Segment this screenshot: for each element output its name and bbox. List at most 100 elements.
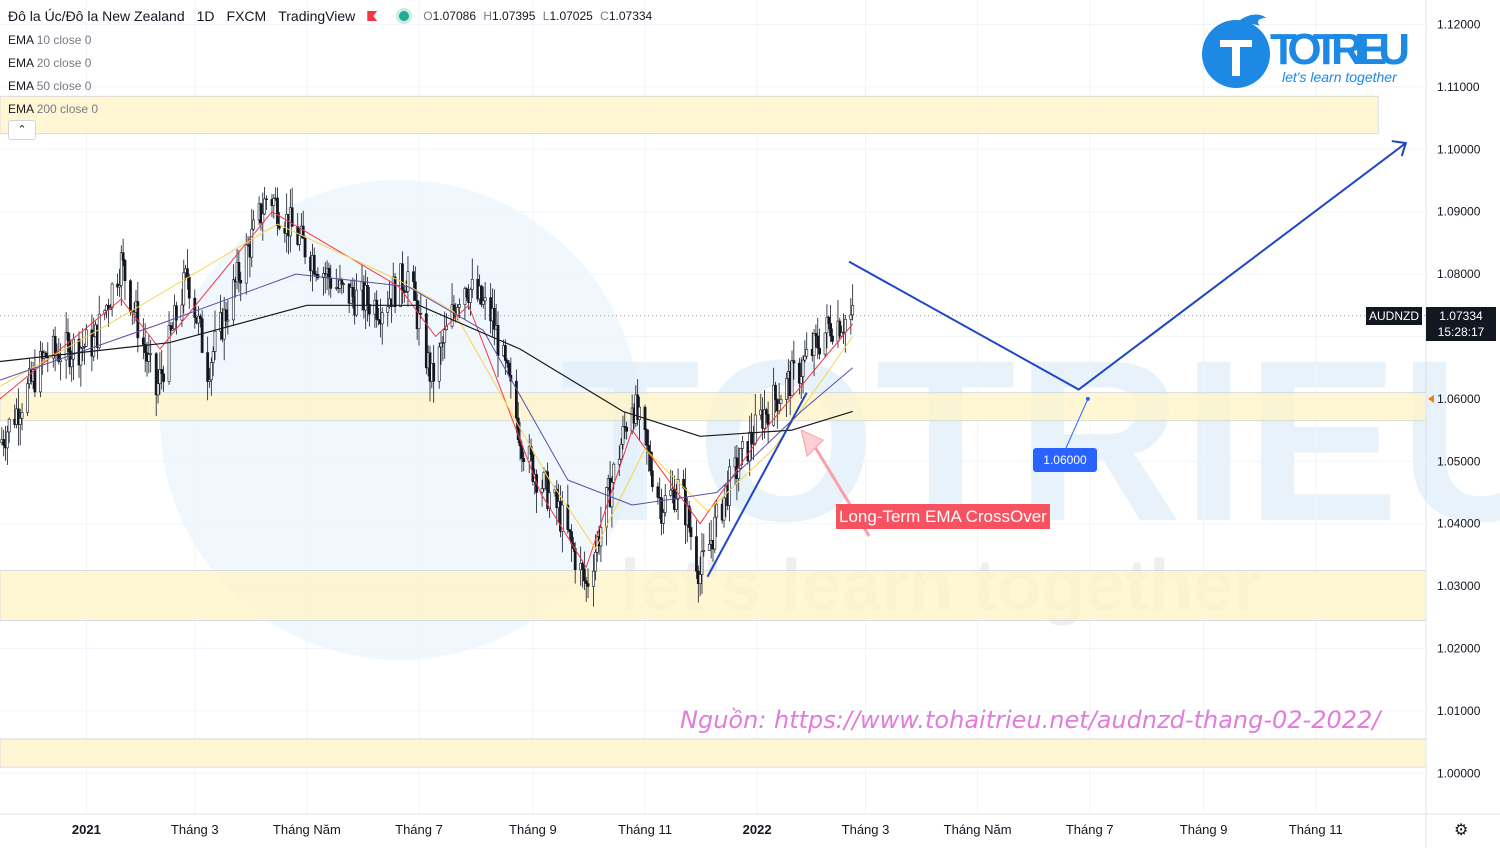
price-tick-label: 1.10000 <box>1437 142 1481 156</box>
candle-body <box>649 451 652 472</box>
price-tick-label: 1.09000 <box>1437 205 1481 219</box>
candle-body <box>81 346 85 349</box>
indicator-ema-20[interactable]: EMA 20 close 0 <box>8 56 92 70</box>
candle-body <box>154 353 158 396</box>
candle-body <box>663 495 667 513</box>
candle-body <box>831 335 834 342</box>
level-label[interactable]: 1.06000 <box>1033 448 1097 472</box>
indicator-ema-50[interactable]: EMA 50 close 0 <box>8 79 92 93</box>
symbol-title[interactable]: Đô la Úc/Đô la New Zealand <box>8 8 185 24</box>
candle-body <box>483 297 487 302</box>
time-tick-label: Tháng Năm <box>273 822 341 837</box>
candle-body <box>660 497 663 524</box>
candle-body <box>592 570 595 587</box>
candle-body <box>568 529 572 532</box>
candle-body <box>70 358 74 368</box>
candle-body <box>814 333 818 337</box>
candle-body <box>211 351 215 363</box>
logo-brand: TOTRIEU <box>1270 25 1410 74</box>
candle-body <box>206 352 210 382</box>
time-tick-label: Tháng 11 <box>618 822 672 837</box>
candle-body <box>689 527 693 537</box>
candle-body <box>722 497 726 521</box>
candle-body <box>843 319 847 333</box>
candle-body <box>573 548 577 570</box>
candle-body <box>301 225 305 239</box>
time-tick-label: Tháng 3 <box>842 822 890 837</box>
time-tick-label: Tháng 7 <box>395 822 443 837</box>
candle-body <box>450 304 454 327</box>
candle-body <box>209 362 213 381</box>
candle-body <box>540 488 544 493</box>
candle-body <box>149 353 153 355</box>
candle-body <box>198 315 202 319</box>
candle-body <box>162 373 165 382</box>
candle-body <box>167 325 171 382</box>
candle-body <box>812 333 816 356</box>
price-tick-label: 1.02000 <box>1437 642 1481 656</box>
candle-body <box>674 498 678 510</box>
candle-body <box>97 313 101 348</box>
candle-body <box>610 482 614 508</box>
candle-body <box>825 316 829 334</box>
candle-body <box>340 279 344 285</box>
candle-body <box>560 504 564 532</box>
candle-body <box>2 439 6 446</box>
crossover-label[interactable]: Long-Term EMA CrossOver <box>836 504 1050 529</box>
candle-body <box>581 563 584 570</box>
candle-body <box>290 207 294 227</box>
candle-body <box>522 458 526 462</box>
candle-body <box>141 337 145 345</box>
candle-body <box>645 429 649 446</box>
candle-body <box>737 467 741 479</box>
price-tick-label: 1.01000 <box>1437 704 1481 718</box>
candle-body <box>593 551 597 572</box>
candle-body <box>851 305 855 316</box>
candle-body <box>72 338 75 360</box>
candle-body <box>458 304 461 308</box>
candle-body <box>327 267 331 279</box>
candle-body <box>419 313 423 315</box>
candle-body <box>707 543 711 551</box>
candle-body <box>816 335 820 349</box>
flag-icon[interactable] <box>367 11 378 21</box>
candle-body <box>520 445 524 459</box>
candle-body <box>7 418 11 433</box>
candle-body <box>186 268 189 278</box>
candle-body <box>224 309 228 322</box>
candle-body <box>244 244 248 284</box>
candle-body <box>171 328 175 331</box>
candle-body <box>647 445 651 453</box>
candle-body <box>169 325 173 331</box>
candle-body <box>237 262 241 281</box>
exchange: FXCM <box>226 8 267 24</box>
candle-body <box>452 304 456 312</box>
candle-body <box>259 203 263 224</box>
candle-body <box>772 384 776 426</box>
candle-body <box>33 369 37 393</box>
candle-body <box>121 252 125 261</box>
logo-tagline: let's learn together <box>1282 69 1398 85</box>
candle-body <box>18 418 22 425</box>
candle-body <box>322 273 325 279</box>
legend-collapse-button[interactable]: ⌃ <box>8 120 36 140</box>
interval[interactable]: 1D <box>196 8 215 24</box>
candle-body <box>239 279 243 284</box>
indicator-ema-200[interactable]: EMA 200 close 0 <box>8 102 99 116</box>
price-tick-label: 1.04000 <box>1437 517 1481 531</box>
candle-body <box>200 318 204 353</box>
candle-body <box>92 336 96 357</box>
gear-icon[interactable]: ⚙ <box>1454 822 1469 839</box>
level-point <box>1085 396 1090 401</box>
candle-body <box>160 369 164 375</box>
ema-200-line <box>0 304 853 437</box>
candle-body <box>838 320 842 337</box>
candle-body <box>197 315 200 324</box>
indicator-ema-10[interactable]: EMA 10 close 0 <box>8 33 92 47</box>
trend-line <box>706 392 808 578</box>
candle-body <box>208 379 211 382</box>
candle-body <box>424 313 428 369</box>
candle-body <box>669 489 673 496</box>
